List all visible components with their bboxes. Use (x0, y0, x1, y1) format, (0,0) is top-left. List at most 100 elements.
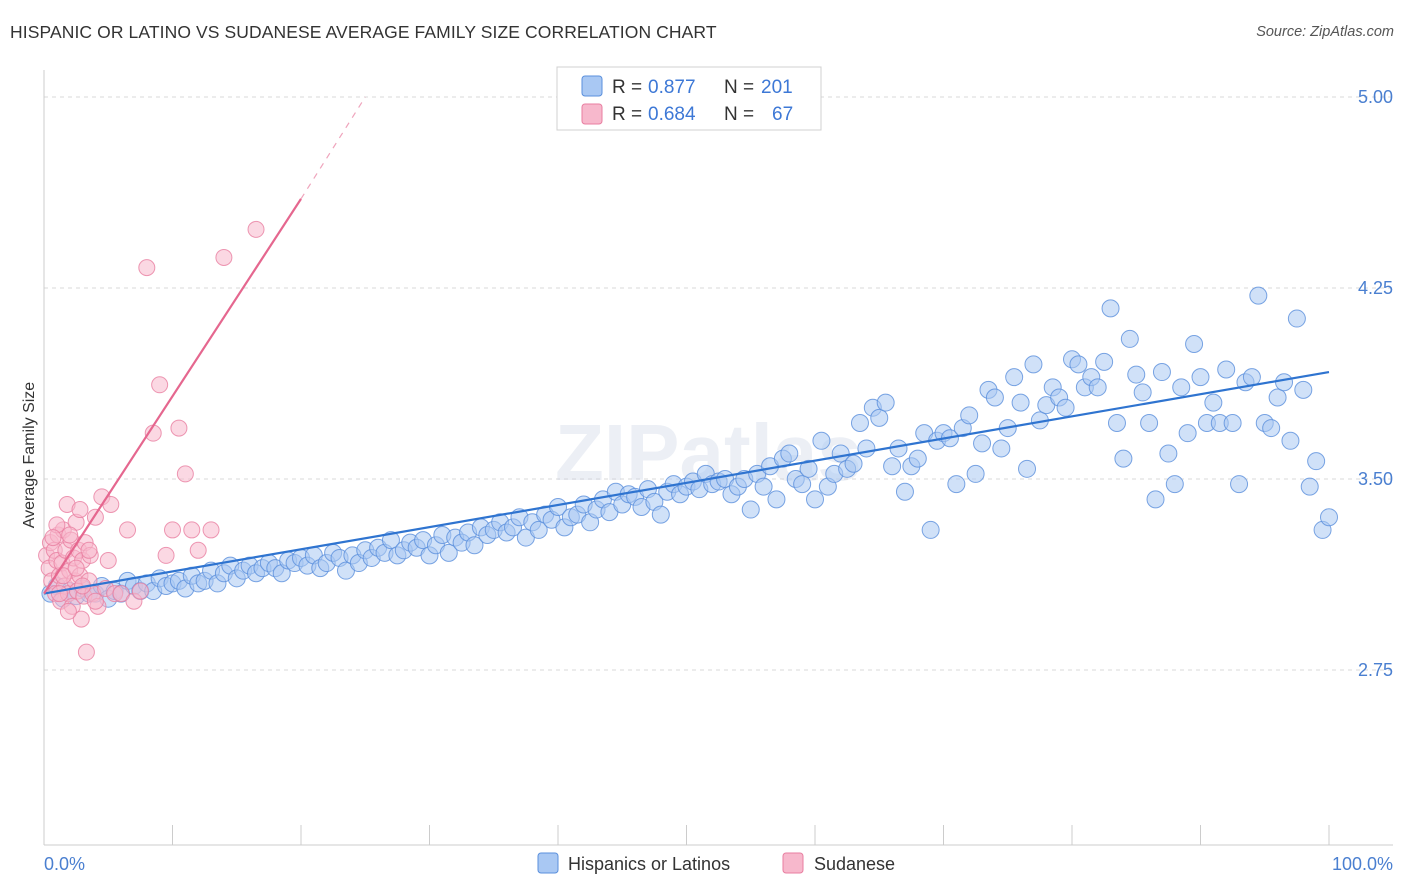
hispanic-point (966, 464, 985, 483)
sudanese-trend-line (43, 198, 302, 595)
sudanese-point (151, 376, 169, 394)
legend-r-label-2: R = (612, 104, 642, 125)
legend-n-value-2: 67 (772, 104, 793, 125)
hispanic-point (767, 490, 786, 509)
hispanic-point (844, 454, 863, 473)
sudanese-point (131, 582, 149, 600)
hispanic-point (1005, 368, 1024, 387)
hispanic-point (1120, 329, 1139, 348)
hispanic-point (1133, 383, 1152, 402)
hispanic-point (1107, 413, 1126, 432)
hispanic-point (1018, 459, 1037, 478)
correlation-legend: R = 0.877 N = 201 R = 0.684 N = 67 (556, 66, 822, 131)
hispanic-point (1172, 378, 1191, 397)
sudanese-point (247, 220, 265, 238)
hispanic-point (1165, 475, 1184, 494)
hispanic-point (1300, 477, 1319, 496)
y-tick-label: 3.50 (1358, 469, 1393, 489)
bottom-legend-swatch-sudanese (782, 852, 804, 874)
sudanese-point (215, 248, 233, 266)
hispanic-point (806, 490, 824, 509)
hispanic-point (1268, 388, 1287, 407)
hispanic-point (1275, 373, 1294, 392)
y-axis-title: Average Family Size (21, 382, 38, 529)
hispanic-point (921, 520, 940, 539)
hispanic-point (754, 477, 773, 496)
hispanic-point (1056, 398, 1075, 417)
legend-swatch-pink (581, 103, 603, 125)
sudanese-point (164, 521, 181, 539)
hispanic-point (1307, 452, 1326, 471)
hispanic-point (1146, 490, 1165, 509)
grid-lines (44, 96, 1393, 671)
legend-r-value-2: 0.684 (648, 104, 696, 125)
y-tick-label: 4.25 (1358, 278, 1393, 298)
hispanic-point (439, 543, 458, 562)
hispanic-point (947, 475, 966, 494)
sudanese-point (86, 592, 104, 610)
hispanic-point (857, 439, 876, 458)
hispanic-point (870, 408, 889, 427)
sudanese-point (59, 602, 77, 620)
hispanic-point (465, 536, 484, 555)
sudanese-point (176, 465, 194, 483)
hispanic-point (1114, 449, 1133, 468)
sudanese-point (119, 521, 137, 539)
trend-lines (43, 96, 1330, 595)
bottom-legend-label-sudanese: Sudanese (814, 854, 895, 874)
hispanic-point (883, 457, 902, 476)
source-label: Source: ZipAtlas.com (1256, 24, 1394, 40)
hispanic-point (1185, 335, 1204, 354)
hispanic-point (876, 393, 895, 412)
legend-n-value-1: 201 (761, 77, 793, 98)
hispanic-point (850, 413, 869, 432)
hispanic-point (1294, 380, 1313, 399)
legend-n-label-1: N = (724, 77, 754, 98)
hispanic-point (1101, 299, 1120, 318)
hispanic-point (1095, 352, 1114, 371)
sudanese-point (61, 526, 79, 544)
sudanese-point (189, 541, 207, 559)
hispanic-point (741, 500, 760, 519)
legend-swatch-blue (581, 75, 603, 97)
x-tick-label-max: 100.0% (1332, 854, 1393, 874)
sudanese-point (67, 559, 85, 577)
sudanese-point (77, 643, 95, 661)
axes (43, 70, 1393, 846)
series-legend: Hispanics or Latinos Sudanese (537, 852, 895, 874)
data-points (38, 220, 1338, 661)
hispanic-point (1204, 393, 1223, 412)
hispanic-trend-line (43, 370, 1330, 595)
sudanese-point (170, 419, 188, 437)
sudanese-point (183, 521, 201, 539)
legend-r-label-1: R = (612, 77, 642, 98)
hispanic-point (1262, 419, 1281, 438)
hispanic-point (1178, 424, 1197, 443)
y-tick-labels: 5.00 4.25 3.50 2.75 (1358, 87, 1393, 680)
x-tick-label-min: 0.0% (44, 854, 85, 874)
sudanese-point (50, 585, 68, 603)
hispanic-point (793, 475, 812, 494)
hispanic-point (908, 449, 927, 468)
hispanic-point (812, 431, 831, 450)
sudanese-point (138, 259, 156, 277)
sudanese-point (71, 501, 89, 519)
y-tick-label: 5.00 (1358, 87, 1393, 107)
hispanic-point (1249, 286, 1268, 305)
hispanic-point (1159, 444, 1178, 463)
hispanic-point (1191, 368, 1210, 387)
hispanic-point (1217, 360, 1236, 379)
hispanic-point (1127, 365, 1146, 384)
hispanic-point (381, 531, 400, 550)
hispanic-point (1223, 413, 1242, 432)
hispanic-point (960, 406, 979, 425)
chart-title: HISPANIC OR LATINO VS SUDANESE AVERAGE F… (10, 22, 717, 42)
hispanic-point (1320, 508, 1338, 527)
hispanic-point (1024, 355, 1043, 374)
hispanic-point (1152, 363, 1171, 382)
hispanic-point (973, 434, 992, 453)
hispanic-point (1242, 368, 1261, 387)
legend-n-label-2: N = (724, 104, 754, 125)
hispanic-point (651, 505, 670, 524)
